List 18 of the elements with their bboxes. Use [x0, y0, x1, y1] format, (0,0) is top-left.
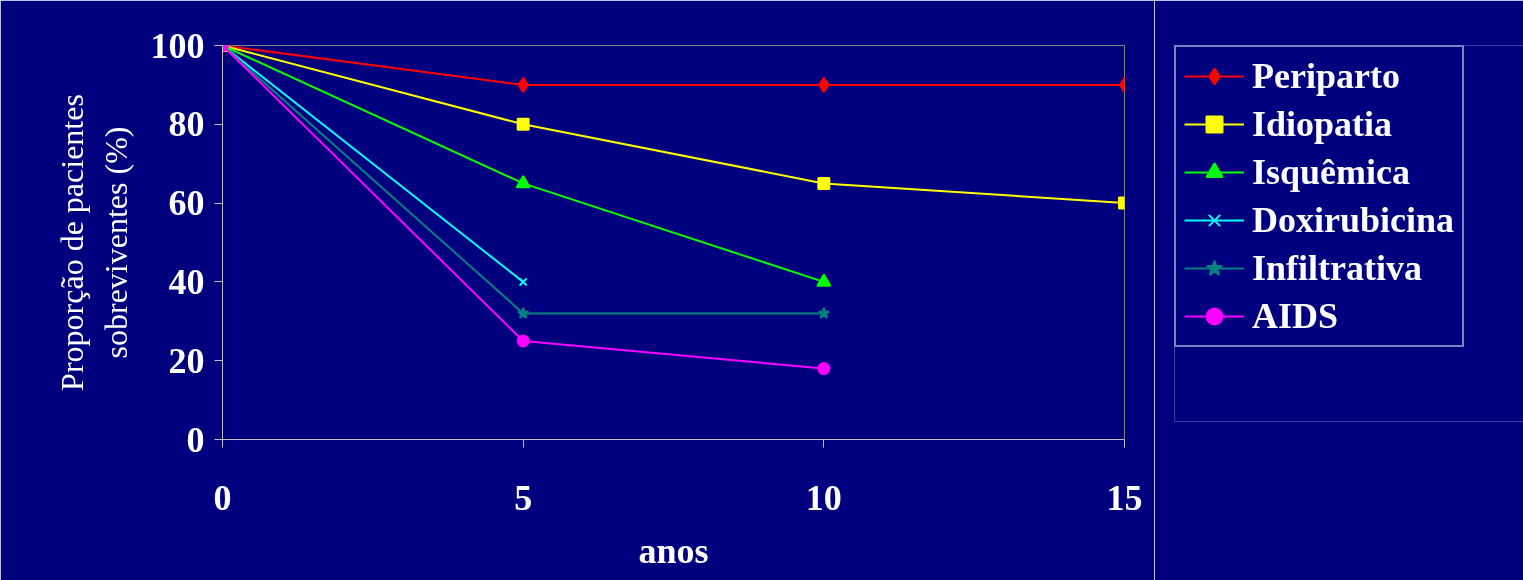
legend-label: Periparto	[1252, 55, 1400, 97]
legend-label: Isquêmica	[1252, 151, 1411, 193]
y-tick-label: 40	[168, 261, 205, 302]
x-tick-label: 0	[213, 477, 232, 518]
x-tick-label: 15	[1106, 477, 1143, 518]
y-tick-label: 100	[150, 25, 205, 66]
y-tick-label: 0	[186, 419, 205, 460]
y-tick-label: 60	[168, 183, 205, 224]
y-tick-label: 80	[168, 104, 205, 145]
legend-label: Infiltrativa	[1252, 247, 1422, 289]
legend-label: AIDS	[1252, 295, 1339, 337]
x-tick-label: 10	[805, 477, 842, 518]
legend-label: Idiopatia	[1252, 103, 1393, 145]
y-tick-label: 20	[168, 340, 205, 381]
x-axis-title: anos	[638, 530, 709, 571]
x-tick-label: 5	[514, 477, 533, 518]
legend-label: Doxirubicina	[1252, 199, 1455, 241]
y-axis-title: Proporção de pacientes sobreviventes (%)	[54, 94, 134, 391]
